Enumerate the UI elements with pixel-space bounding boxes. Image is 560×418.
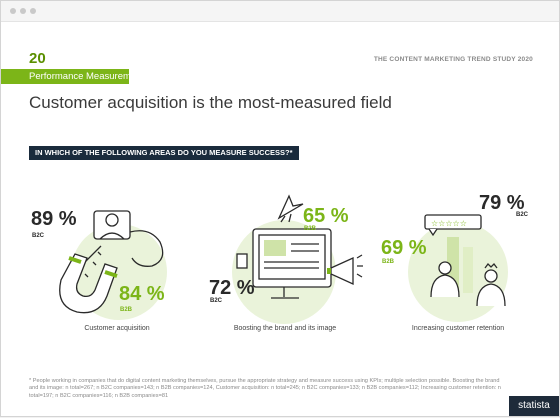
study-title: THE CONTENT MARKETING TREND STUDY 2020: [373, 56, 533, 63]
footnote: * People working in companies that do di…: [29, 378, 501, 399]
page-title: Customer acquisition is the most-measure…: [29, 93, 392, 112]
area2-b2c-value: 72 %: [209, 277, 255, 299]
area3-b2b-label: B2B: [382, 259, 395, 265]
area2-caption: Boosting the brand and its image: [233, 325, 337, 332]
section-label: Performance Measurement: [1, 69, 144, 84]
statista-logo[interactable]: statista: [509, 396, 559, 416]
slide-number: 20: [29, 50, 46, 67]
svg-text:☆☆☆☆☆: ☆☆☆☆☆: [431, 219, 467, 228]
area1-b2c-value: 89 %: [31, 208, 77, 230]
area2-b2b-label: B2B: [304, 226, 317, 232]
area1-b2b-value: 84 %: [119, 283, 165, 305]
area3-caption: Increasing customer retention: [411, 325, 505, 332]
window-titlebar: [1, 1, 559, 22]
infographic-slide: 20 Performance Measurement THE CONTENT M…: [1, 22, 559, 418]
area2-b2c-label: B2C: [210, 298, 223, 304]
area3-b2c-label: B2C: [516, 212, 529, 218]
area3-b2b-value: 69 %: [381, 237, 427, 259]
area1-b2c-label: B2C: [32, 233, 45, 239]
window-dot-icon[interactable]: [30, 8, 36, 14]
magnet-person-icon: [59, 210, 164, 314]
star-rating-icon: ☆☆☆☆☆: [431, 219, 467, 228]
customers-rating-icon: [424, 214, 506, 307]
survey-question: IN WHICH OF THE FOLLOWING AREAS DO YOU M…: [29, 146, 299, 160]
area3-b2c-value: 79 %: [479, 192, 525, 214]
area2-b2b-value: 65 %: [303, 205, 349, 227]
monitor-megaphone-rocket-icon: [236, 194, 363, 299]
window-dot-icon[interactable]: [20, 8, 26, 14]
illustrations: ☆☆☆☆☆: [59, 194, 508, 324]
area1-caption: Customer acquisition: [84, 325, 150, 332]
window-dot-icon[interactable]: [10, 8, 16, 14]
area1-b2b-label: B2B: [120, 307, 133, 313]
